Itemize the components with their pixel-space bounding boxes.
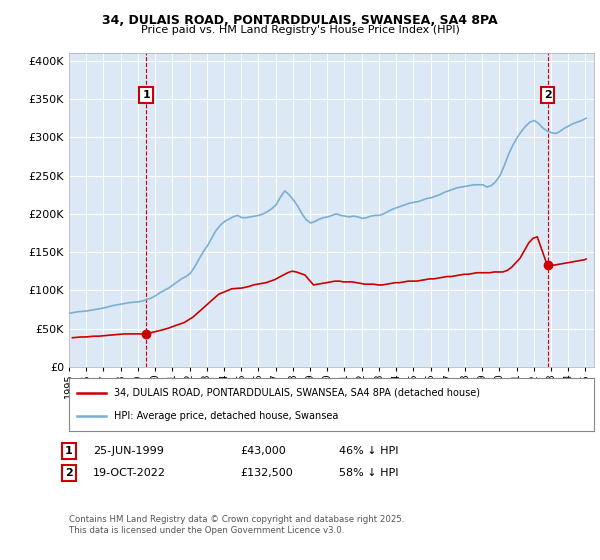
Text: 1: 1 [142,90,150,100]
Text: £132,500: £132,500 [240,468,293,478]
Text: Price paid vs. HM Land Registry's House Price Index (HPI): Price paid vs. HM Land Registry's House … [140,25,460,35]
Text: 46% ↓ HPI: 46% ↓ HPI [339,446,398,456]
Text: 34, DULAIS ROAD, PONTARDDULAIS, SWANSEA, SA4 8PA (detached house): 34, DULAIS ROAD, PONTARDDULAIS, SWANSEA,… [113,388,479,398]
Text: £43,000: £43,000 [240,446,286,456]
Text: 1: 1 [65,446,73,456]
Text: HPI: Average price, detached house, Swansea: HPI: Average price, detached house, Swan… [113,411,338,421]
Text: 19-OCT-2022: 19-OCT-2022 [93,468,166,478]
Text: 34, DULAIS ROAD, PONTARDDULAIS, SWANSEA, SA4 8PA: 34, DULAIS ROAD, PONTARDDULAIS, SWANSEA,… [102,14,498,27]
Text: 2: 2 [544,90,551,100]
Text: Contains HM Land Registry data © Crown copyright and database right 2025.: Contains HM Land Registry data © Crown c… [69,515,404,524]
Text: This data is licensed under the Open Government Licence v3.0.: This data is licensed under the Open Gov… [69,526,344,535]
Text: 2: 2 [65,468,73,478]
Text: 25-JUN-1999: 25-JUN-1999 [93,446,164,456]
Text: 58% ↓ HPI: 58% ↓ HPI [339,468,398,478]
